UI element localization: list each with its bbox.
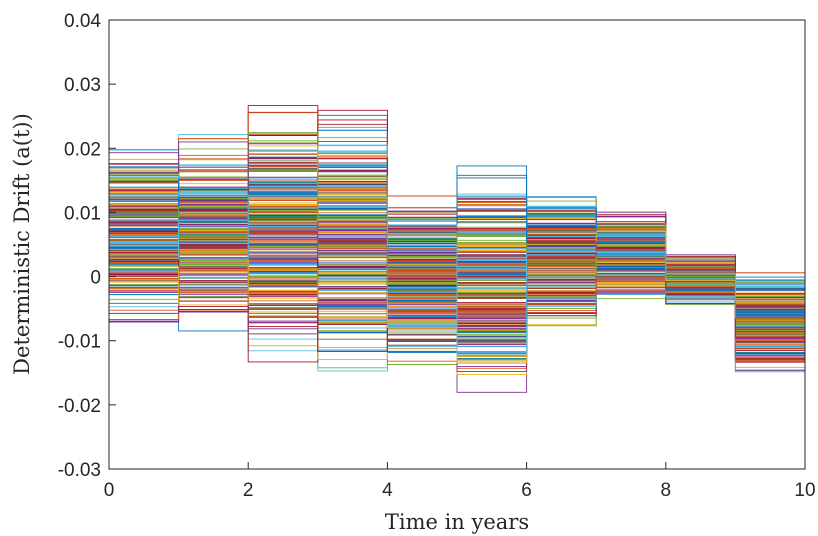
y-axis-label: Deterministic Drift (a(t)) [10, 113, 34, 375]
y-tick-label: -0.01 [58, 332, 101, 353]
y-tick-label: 0.04 [64, 11, 101, 32]
y-tick-label: 0.02 [64, 139, 101, 160]
x-tick-label: 8 [661, 480, 672, 501]
y-tick-label: -0.03 [58, 460, 101, 481]
y-tick-label: 0.01 [64, 203, 101, 224]
plot-frame [108, 19, 806, 470]
x-tick-label: 6 [521, 480, 532, 501]
y-axis-ticks: -0.03 -0.02 -0.01 0 0.01 0.02 0.03 0.04 [58, 11, 116, 481]
x-axis-ticks: 0 2 4 6 8 10 [104, 462, 816, 501]
series-group [109, 105, 805, 393]
x-axis-label: Time in years [385, 510, 529, 534]
x-tick-label: 2 [243, 480, 254, 501]
x-tick-label: 0 [104, 480, 115, 501]
y-tick-label: 0 [90, 268, 101, 289]
x-tick-label: 10 [794, 480, 815, 501]
y-tick-label: -0.02 [58, 396, 101, 417]
x-tick-label: 4 [382, 480, 393, 501]
drift-series-line [109, 195, 805, 355]
y-tick-label: 0.03 [64, 75, 101, 96]
